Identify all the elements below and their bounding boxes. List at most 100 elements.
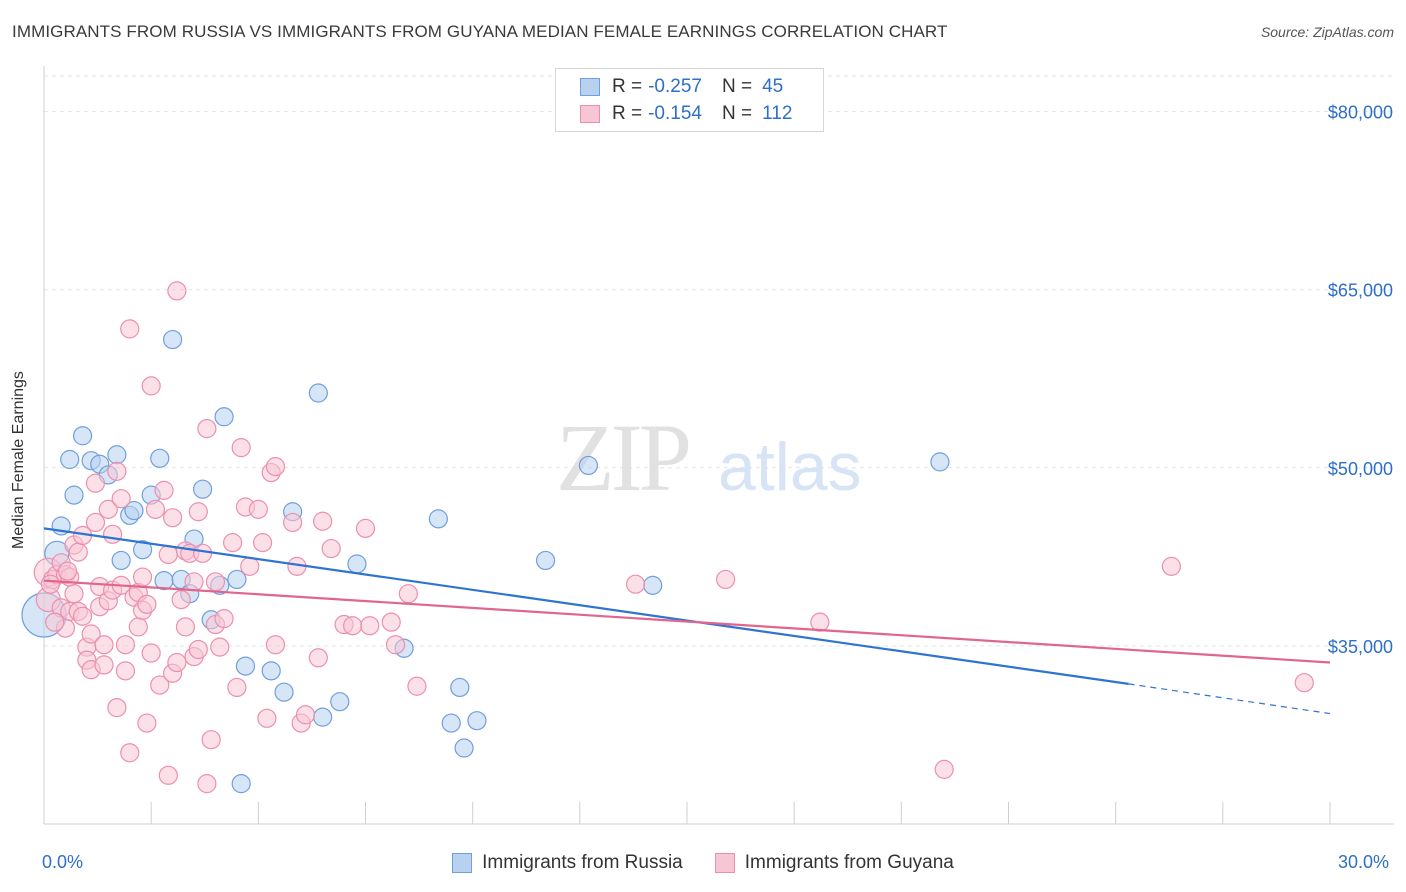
russia-point — [261, 661, 281, 681]
russia-n-label: N = — [721, 76, 753, 97]
russia-point — [64, 485, 84, 505]
guyana-point — [201, 730, 221, 750]
guyana-point — [188, 639, 208, 660]
russia-point — [441, 713, 461, 733]
guyana-point — [40, 574, 61, 594]
guyana-point — [205, 572, 226, 592]
source-label: Source: ZipAtlas.com — [1260, 24, 1394, 40]
guyana-point — [295, 705, 316, 725]
y-tick-label: $80,000 — [1328, 103, 1393, 123]
guyana-point — [223, 533, 243, 553]
guyana-point — [102, 524, 123, 544]
guyana-point — [115, 635, 136, 655]
stats-legend: R = -0.257 N = 45 R = -0.154 N = 112 — [555, 68, 824, 132]
guyana-point — [197, 774, 217, 794]
guyana-point — [214, 608, 234, 629]
guyana-point — [115, 661, 136, 681]
guyana-point — [197, 419, 217, 439]
russia-point — [467, 711, 487, 731]
russia-point — [107, 445, 127, 465]
guyana-point — [210, 637, 230, 657]
guyana-point — [934, 759, 954, 779]
guyana-point — [308, 648, 328, 668]
watermark-zip: ZIP — [556, 404, 689, 511]
guyana-point — [385, 635, 406, 655]
russia-legend-label: Immigrants from Russia — [482, 852, 683, 873]
guyana-point — [1161, 556, 1181, 576]
guyana-point — [283, 512, 303, 533]
y-axis-label: Median Female Earnings — [10, 371, 27, 549]
guyana-point — [715, 569, 736, 590]
guyana-point — [265, 635, 286, 655]
guyana-point — [85, 473, 106, 493]
guyana-legend-swatch — [714, 853, 735, 873]
guyana-point — [1294, 673, 1314, 693]
russia-r-label: R = — [612, 76, 643, 97]
guyana-trend-line — [43, 579, 1331, 664]
guyana-point — [132, 567, 153, 587]
guyana-point — [68, 542, 88, 562]
russia-point — [535, 550, 556, 571]
guyana-point — [141, 643, 161, 663]
guyana-point — [141, 376, 161, 396]
guyana-point — [120, 319, 140, 339]
guyana-point — [137, 594, 157, 614]
guyana-point — [154, 480, 174, 500]
y-tick-label: $35,000 — [1328, 637, 1393, 657]
legend-row-russia: R = -0.257 N = 45 — [580, 75, 783, 99]
guyana-point — [45, 612, 65, 632]
guyana-n-value: 112 — [762, 103, 793, 124]
guyana-point — [175, 617, 196, 637]
guyana-point — [248, 499, 268, 519]
russia-r-value: -0.257 — [648, 76, 702, 97]
guyana-point — [193, 543, 213, 563]
russia-point — [930, 452, 950, 472]
series-legend: Immigrants from Russia Immigrants from G… — [0, 852, 1406, 874]
guyana-point — [128, 617, 148, 637]
russia-point — [428, 509, 448, 529]
russia-points — [21, 329, 950, 794]
russia-point — [454, 738, 474, 758]
russia-point — [227, 569, 247, 590]
russia-point — [313, 707, 333, 727]
legend-row-guyana: R = -0.154 N = 112 — [580, 102, 792, 126]
guyana-swatch — [580, 105, 600, 123]
russia-point — [193, 479, 213, 499]
guyana-points — [33, 281, 1314, 794]
legend-item-guyana[interactable]: Immigrants from Guyana — [714, 852, 954, 874]
russia-point — [235, 656, 256, 676]
guyana-r-value: -0.154 — [648, 103, 702, 124]
guyana-point — [257, 708, 277, 728]
guyana-point — [111, 489, 131, 509]
guyana-point — [137, 713, 157, 733]
guyana-point — [107, 461, 127, 481]
russia-legend-swatch — [452, 853, 473, 873]
watermark: ZIP atlas — [556, 404, 862, 511]
russia-point — [308, 383, 328, 403]
guyana-point — [98, 499, 118, 519]
guyana-point — [163, 508, 183, 528]
guyana-point — [265, 457, 286, 477]
russia-point — [578, 455, 599, 476]
russia-point — [347, 554, 367, 574]
axes — [43, 66, 1394, 825]
y-tick-labels: $35,000 $50,000 $65,000 $80,000 — [1328, 103, 1393, 657]
guyana-legend-label: Immigrants from Guyana — [744, 852, 954, 873]
guyana-n-label: N = — [721, 103, 753, 124]
guyana-point — [227, 677, 247, 698]
y-tick-label: $65,000 — [1328, 281, 1393, 301]
russia-point — [163, 329, 183, 350]
guyana-point — [72, 606, 93, 626]
guyana-point — [171, 589, 191, 610]
y-tick-label: $50,000 — [1328, 459, 1393, 479]
guyana-point — [107, 698, 127, 718]
russia-point — [132, 540, 153, 560]
guyana-point — [81, 624, 101, 644]
legend-item-russia[interactable]: Immigrants from Russia — [452, 852, 683, 874]
guyana-point — [810, 612, 830, 632]
guyana-point — [321, 538, 341, 559]
guyana-point — [94, 635, 114, 655]
russia-point — [643, 575, 663, 595]
guyana-point — [167, 281, 187, 301]
